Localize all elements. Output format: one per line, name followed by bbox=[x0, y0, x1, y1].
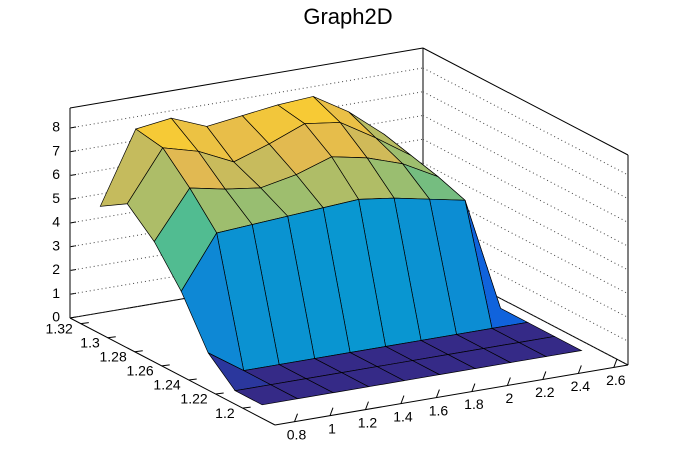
x-tick-label: 2.4 bbox=[571, 378, 591, 394]
x-tick-label: 1.6 bbox=[429, 402, 449, 418]
z-tick bbox=[69, 221, 77, 224]
y-tick-label: 1.22 bbox=[180, 391, 207, 407]
y-tick bbox=[188, 378, 197, 381]
z-tick-label: 0 bbox=[52, 309, 60, 325]
y-tick bbox=[215, 392, 224, 395]
y-tick bbox=[242, 406, 251, 409]
x-tick-label: 2 bbox=[505, 390, 513, 406]
y-tick bbox=[80, 322, 89, 325]
x-tick bbox=[364, 401, 369, 410]
y-tick-label: 1.2 bbox=[215, 405, 235, 421]
x-tick bbox=[613, 359, 618, 368]
y-tick bbox=[134, 350, 143, 353]
y-tick-label: 1.26 bbox=[126, 363, 153, 379]
grid-line bbox=[422, 186, 629, 295]
x-tick bbox=[400, 395, 405, 404]
z-tick bbox=[69, 197, 77, 200]
z-tick-label: 5 bbox=[52, 190, 60, 206]
y-tick bbox=[161, 364, 170, 367]
x-tick-label: 2.2 bbox=[535, 384, 555, 400]
x-tick bbox=[542, 371, 547, 380]
x-tick-label: 1.8 bbox=[464, 396, 484, 412]
z-tick-label: 6 bbox=[52, 166, 60, 182]
z-tick bbox=[69, 268, 77, 271]
x-tick bbox=[506, 377, 511, 386]
x-tick-label: 1.2 bbox=[358, 414, 378, 430]
surface-cell bbox=[234, 384, 299, 406]
grid-line bbox=[422, 138, 629, 247]
z-tick-label: 1 bbox=[52, 285, 60, 301]
z-tick-label: 7 bbox=[52, 142, 60, 158]
z-tick bbox=[69, 173, 77, 176]
z-tick-label: 2 bbox=[52, 261, 60, 277]
z-tick bbox=[69, 316, 77, 319]
z-tick-label: 4 bbox=[52, 214, 60, 230]
grid-line bbox=[422, 91, 629, 200]
x-axis bbox=[274, 364, 629, 426]
x-tick-label: 1.4 bbox=[393, 408, 413, 424]
grid-line bbox=[422, 67, 629, 176]
grid-line bbox=[422, 257, 629, 366]
x-tick bbox=[435, 389, 440, 398]
grid-line bbox=[422, 210, 629, 318]
y-tick bbox=[107, 336, 116, 339]
x-tick bbox=[577, 365, 582, 374]
z-tick-label: 3 bbox=[52, 237, 60, 253]
y-tick-label: 1.28 bbox=[99, 348, 126, 364]
z-tick bbox=[69, 292, 77, 295]
chart-title: Graph2D bbox=[303, 4, 392, 29]
x-tick bbox=[294, 413, 298, 422]
z-tick bbox=[69, 245, 77, 248]
grid-line bbox=[422, 233, 629, 342]
grid-line bbox=[422, 162, 629, 271]
box-edge bbox=[422, 47, 629, 156]
x-tick bbox=[329, 407, 334, 416]
y-tick-label: 1.32 bbox=[46, 320, 73, 336]
grid-line bbox=[422, 115, 629, 223]
x-tick-label: 1 bbox=[328, 420, 336, 436]
y-axis bbox=[69, 317, 276, 426]
z-tick-label: 8 bbox=[52, 119, 60, 135]
x-tick-label: 2.6 bbox=[606, 372, 626, 388]
z-tick bbox=[69, 150, 77, 153]
x-tick bbox=[471, 383, 476, 392]
box-edge bbox=[69, 47, 424, 109]
y-tick-label: 1.24 bbox=[153, 377, 180, 393]
z-tick bbox=[69, 126, 77, 129]
x-tick-label: 0.8 bbox=[287, 426, 307, 442]
y-tick-label: 1.3 bbox=[80, 334, 100, 350]
